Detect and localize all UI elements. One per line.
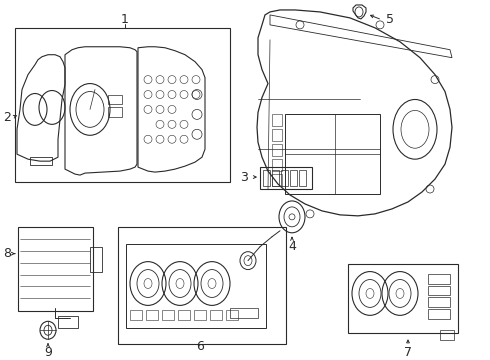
Bar	[281, 170, 288, 186]
Bar	[272, 174, 282, 186]
Bar	[285, 114, 380, 194]
Bar	[210, 310, 222, 320]
Text: 8: 8	[3, 247, 11, 260]
Bar	[272, 159, 282, 171]
Bar	[18, 227, 93, 311]
Bar	[108, 95, 122, 104]
Bar	[263, 170, 270, 186]
Text: 7: 7	[404, 346, 412, 359]
Bar	[348, 264, 458, 333]
Bar	[272, 114, 282, 126]
Text: 6: 6	[196, 340, 204, 353]
Bar	[299, 170, 306, 186]
Bar	[108, 107, 122, 117]
Bar	[440, 330, 454, 340]
Bar	[290, 170, 297, 186]
Bar	[226, 310, 238, 320]
Bar	[130, 310, 142, 320]
Bar	[230, 309, 258, 318]
Bar	[272, 129, 282, 141]
Bar	[15, 28, 230, 182]
Bar	[58, 316, 78, 328]
Bar	[428, 297, 450, 307]
Bar	[428, 309, 450, 319]
Text: 1: 1	[121, 13, 129, 26]
Bar	[118, 227, 286, 344]
Bar	[90, 247, 102, 271]
Bar	[30, 157, 52, 165]
Text: 2: 2	[3, 111, 11, 124]
Bar	[260, 167, 312, 189]
Bar	[272, 144, 282, 156]
Text: 5: 5	[386, 13, 394, 26]
Bar	[162, 310, 174, 320]
Bar	[126, 244, 266, 328]
Text: 3: 3	[240, 171, 248, 184]
Bar	[194, 310, 206, 320]
Bar	[272, 170, 279, 186]
Text: 4: 4	[288, 240, 296, 253]
Bar	[428, 274, 450, 284]
Bar	[146, 310, 158, 320]
Bar	[178, 310, 190, 320]
Bar	[428, 285, 450, 296]
Text: 9: 9	[44, 346, 52, 359]
